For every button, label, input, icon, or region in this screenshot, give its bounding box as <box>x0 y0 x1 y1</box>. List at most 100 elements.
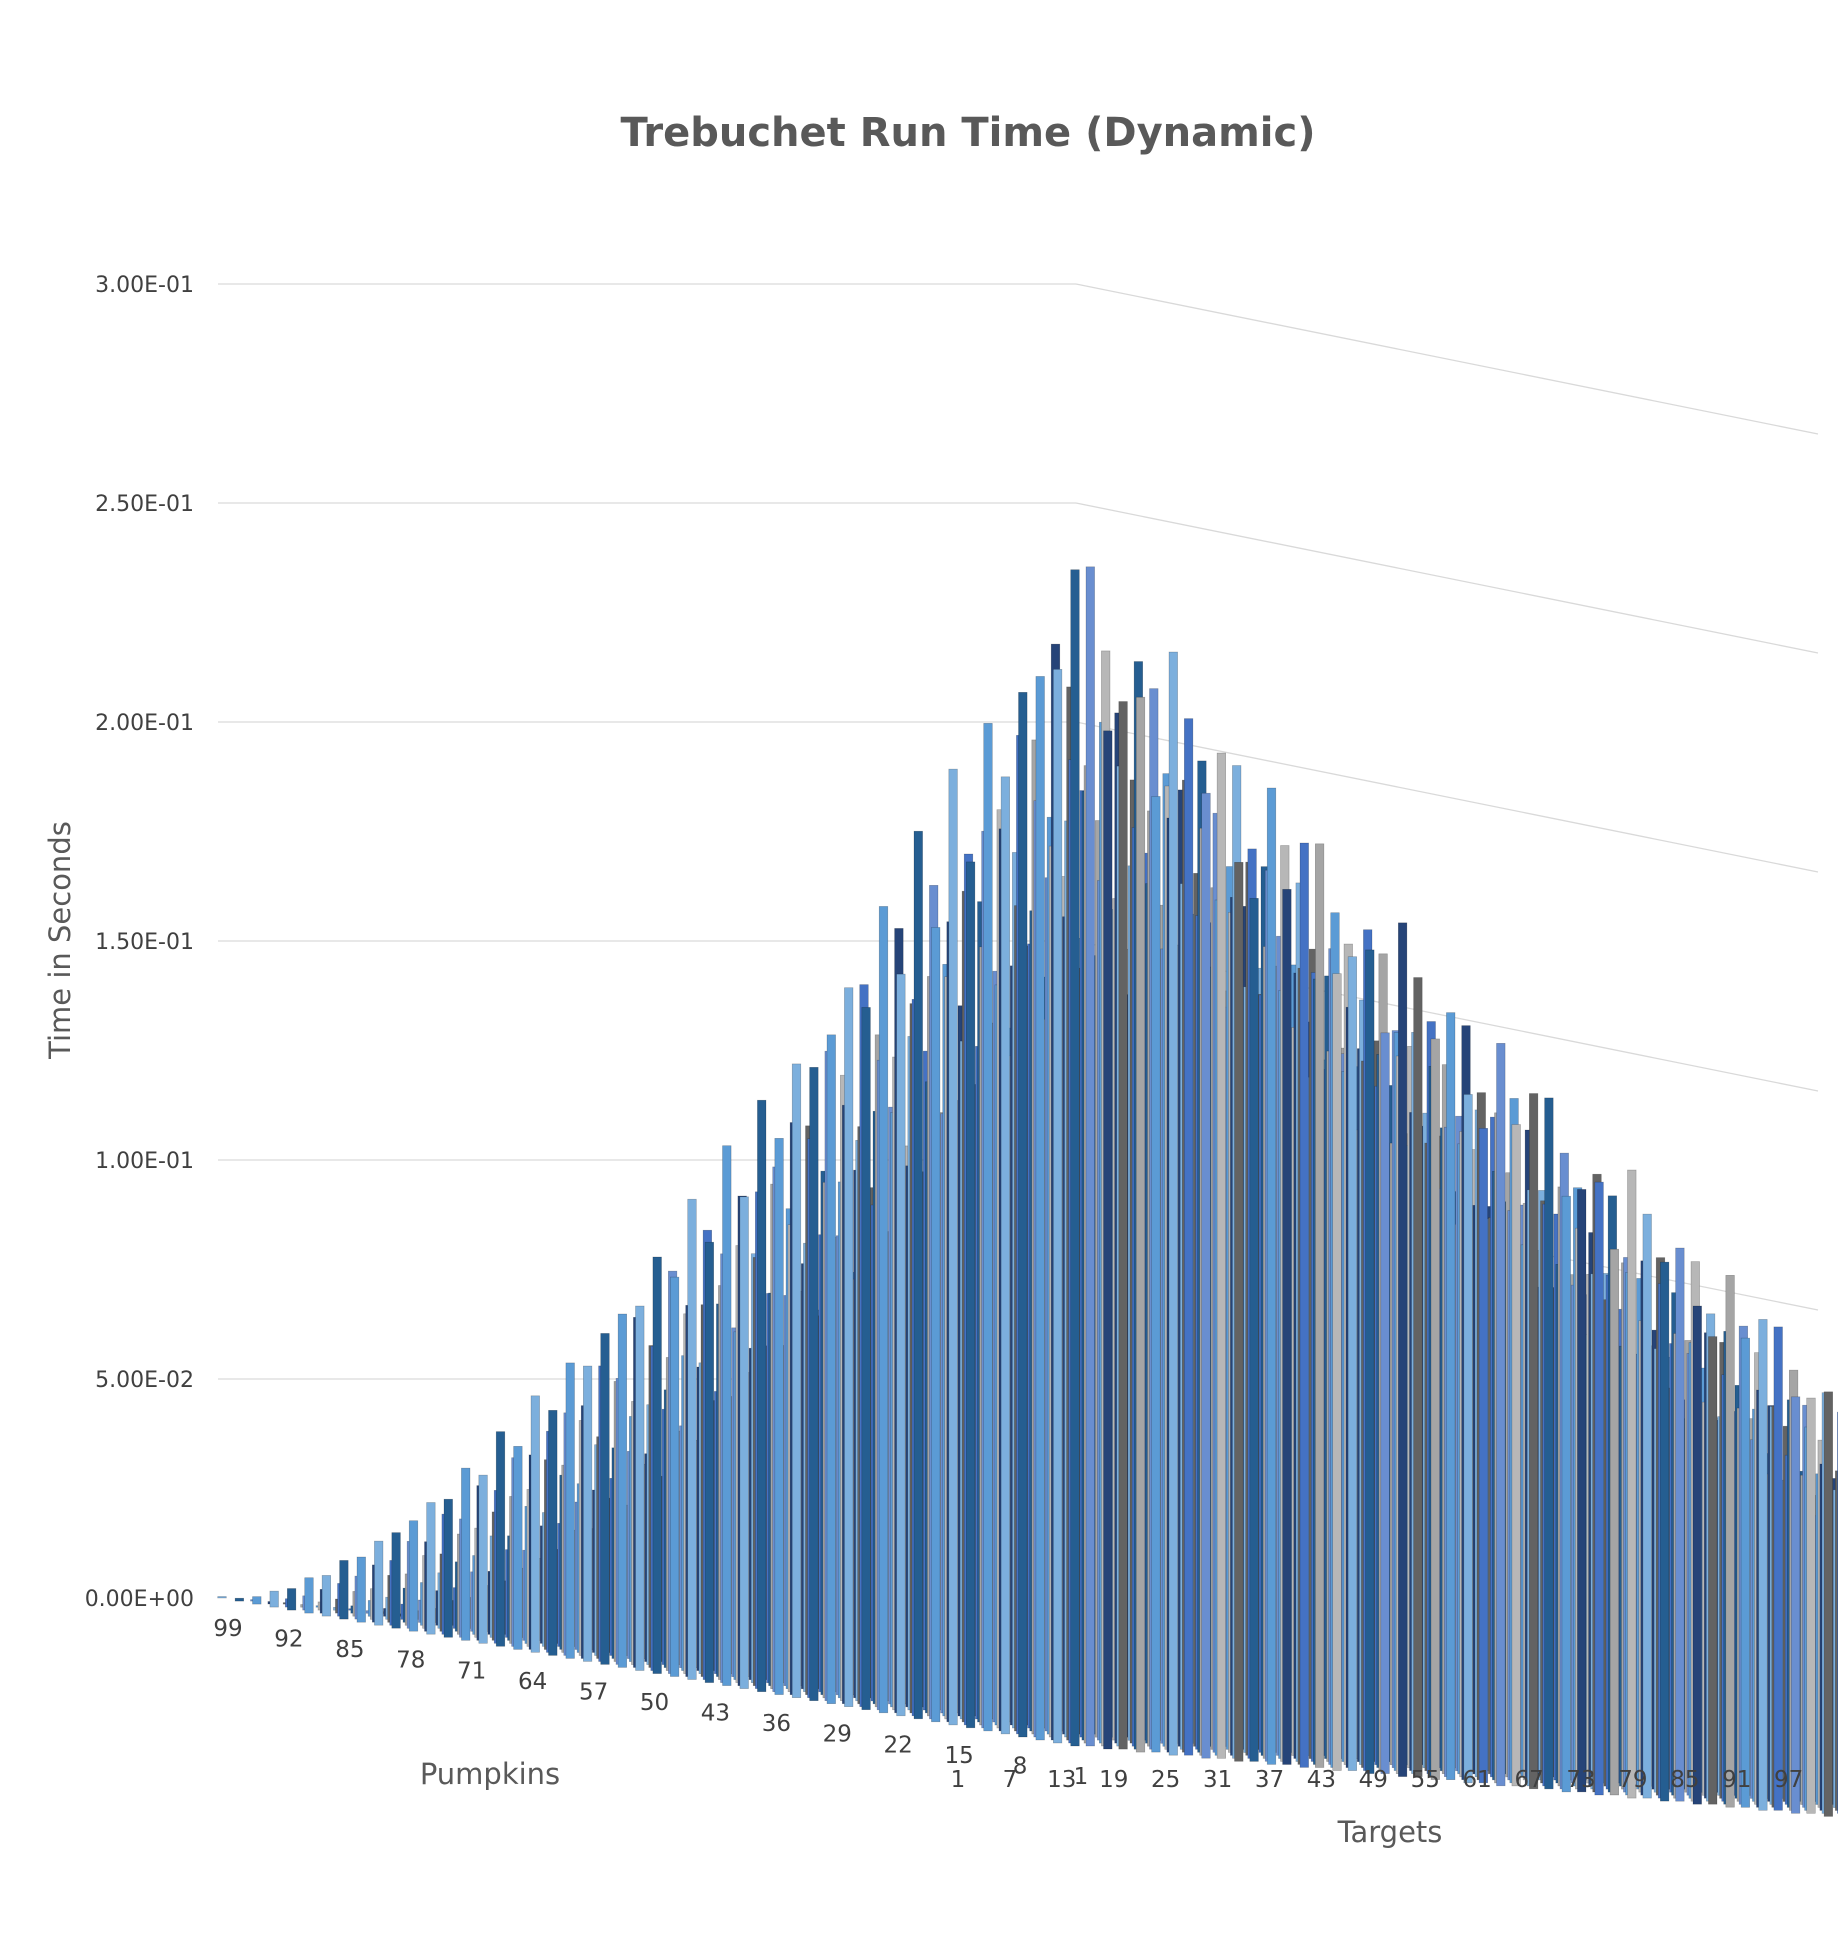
bar <box>443 1498 453 1638</box>
bar <box>1234 861 1244 1762</box>
pumpkins-tick-label: 8 <box>1013 1753 1028 1779</box>
bar <box>1201 792 1211 1759</box>
bar <box>530 1395 540 1653</box>
bar <box>669 1276 680 1677</box>
bar <box>1544 1097 1554 1790</box>
bar <box>965 861 976 1729</box>
bar <box>826 1034 836 1705</box>
bars <box>217 566 1838 1817</box>
bar <box>844 987 854 1708</box>
bar <box>339 1560 349 1620</box>
pumpkins-tick-label: 92 <box>274 1627 303 1653</box>
bar <box>791 1063 802 1699</box>
y-axis-ticks: 0.00E+00 5.00E-02 1.00E-01 1.50E-01 2.00E-01… <box>85 273 194 1612</box>
bar <box>704 1241 714 1683</box>
bar <box>356 1556 366 1623</box>
y-tick-label: 2.00E-01 <box>95 711 194 736</box>
bar <box>635 1305 645 1671</box>
bar <box>1675 1247 1685 1802</box>
bar <box>757 1099 767 1692</box>
pumpkins-axis-ticks: 99 92 85 78 71 64 57 50 43 36 29 22 15 8 1 <box>213 1616 1088 1790</box>
bar <box>1135 696 1146 1753</box>
bar <box>461 1467 471 1641</box>
bar <box>234 1597 245 1602</box>
targets-tick-label: 97 <box>1774 1767 1803 1793</box>
bar <box>1627 1169 1637 1799</box>
pumpkins-tick-label: 15 <box>944 1743 973 1769</box>
targets-axis-title: Targets <box>1337 1815 1443 1849</box>
bar <box>1000 776 1010 1735</box>
bar <box>1823 1391 1833 1817</box>
targets-tick-label: 61 <box>1463 1767 1492 1793</box>
bar <box>1216 752 1226 1759</box>
bar <box>948 768 958 1726</box>
bar <box>1725 1275 1735 1808</box>
bar <box>391 1532 401 1629</box>
bar <box>1708 1336 1718 1805</box>
y-axis-title: Time in Seconds <box>43 821 77 1060</box>
targets-tick-label: 49 <box>1359 1767 1388 1793</box>
bar <box>1035 676 1045 1741</box>
bar <box>321 1575 332 1617</box>
bar <box>652 1256 662 1674</box>
bar <box>1184 718 1194 1756</box>
bar <box>1151 796 1161 1753</box>
bar <box>739 1196 749 1689</box>
bar <box>1594 1181 1604 1796</box>
targets-tick-label: 79 <box>1618 1767 1647 1793</box>
pumpkins-axis-title: Pumpkins <box>420 1757 560 1791</box>
bar <box>304 1577 314 1614</box>
bar <box>426 1502 436 1635</box>
pumpkins-tick-label: 1 <box>1074 1764 1089 1790</box>
bar <box>931 927 941 1723</box>
bar <box>1609 1248 1619 1796</box>
bar <box>478 1474 488 1644</box>
bar <box>1365 949 1375 1774</box>
bar <box>1085 566 1095 1747</box>
bar <box>617 1313 627 1668</box>
bar <box>495 1431 506 1647</box>
bar <box>1315 843 1325 1768</box>
pumpkins-tick-label: 85 <box>335 1637 364 1663</box>
y-tick-label: 0.00E+00 <box>85 1587 194 1612</box>
targets-tick-label: 91 <box>1722 1767 1751 1793</box>
pumpkins-tick-label: 36 <box>762 1711 791 1737</box>
bar <box>548 1410 558 1656</box>
bar <box>1806 1397 1816 1814</box>
bar <box>1463 1094 1473 1784</box>
bar <box>1103 730 1113 1750</box>
targets-tick-label: 43 <box>1307 1767 1336 1793</box>
targets-axis-ticks: 1 7 13 19 25 31 37 43 49 55 61 67 73 79 85 91 97 <box>951 1767 1804 1793</box>
bar <box>1266 787 1277 1765</box>
y-tick-label: 2.50E-01 <box>95 492 194 517</box>
y-tick-label: 1.50E-01 <box>95 930 194 955</box>
pumpkins-tick-label: 71 <box>457 1658 486 1684</box>
bar <box>896 973 906 1717</box>
bar <box>1018 691 1028 1738</box>
bar <box>722 1145 732 1686</box>
bar <box>1398 922 1408 1777</box>
bar <box>1577 1189 1587 1793</box>
bar <box>286 1588 297 1611</box>
targets-tick-label: 55 <box>1411 1767 1440 1793</box>
bar <box>1740 1337 1750 1808</box>
bar <box>878 906 889 1714</box>
y-tick-label: 5.00E-02 <box>95 1368 194 1393</box>
bar <box>687 1198 697 1680</box>
targets-tick-label: 19 <box>1099 1767 1128 1793</box>
bar <box>1299 842 1309 1768</box>
bar <box>1413 977 1423 1778</box>
bar <box>408 1520 419 1632</box>
pumpkins-tick-label: 78 <box>396 1648 425 1674</box>
bar <box>582 1365 593 1662</box>
bar <box>217 1596 227 1599</box>
targets-tick-label: 7 <box>1003 1767 1018 1793</box>
bar <box>269 1590 279 1608</box>
bar <box>1053 668 1063 1744</box>
bar <box>1118 701 1128 1750</box>
bar <box>983 722 993 1732</box>
bar <box>1347 956 1357 1771</box>
bar <box>1511 1124 1521 1787</box>
bar <box>1430 1038 1440 1780</box>
